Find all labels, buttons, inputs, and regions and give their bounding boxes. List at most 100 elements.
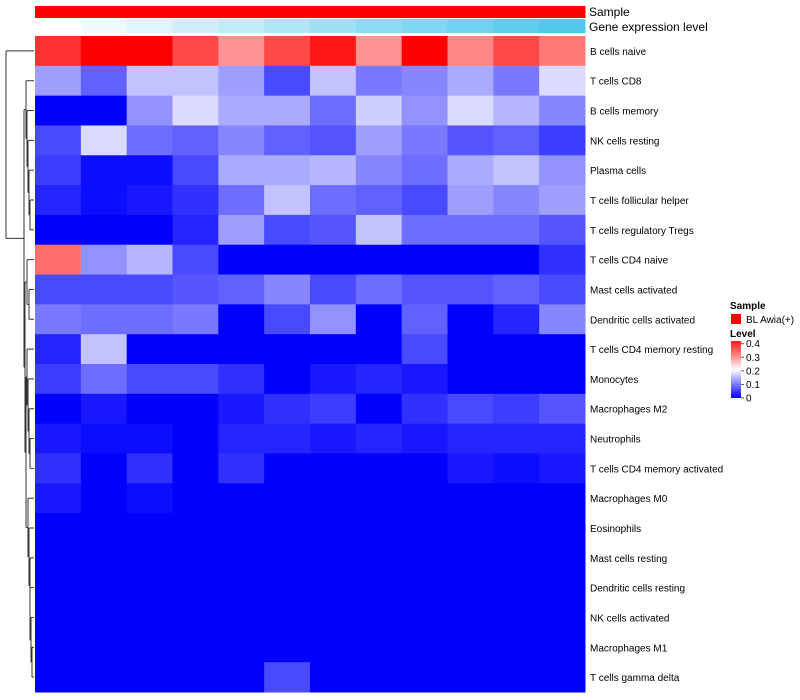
row-label: Dendritic cells resting bbox=[590, 584, 685, 595]
heatmap-cell bbox=[218, 513, 265, 544]
heatmap-cell bbox=[447, 453, 494, 484]
heatmap-cell bbox=[264, 423, 311, 454]
heatmap-cell bbox=[126, 662, 173, 693]
heatmap-cell bbox=[218, 364, 265, 395]
heatmap-cell bbox=[401, 244, 448, 276]
gene-expression-annotation-cell bbox=[355, 19, 403, 33]
heatmap-cell bbox=[447, 393, 494, 425]
heatmap-cell bbox=[401, 483, 448, 514]
gene-expression-annotation-cell bbox=[172, 19, 219, 33]
heatmap-cell bbox=[80, 632, 128, 663]
heatmap-cell bbox=[80, 364, 128, 395]
heatmap-cell bbox=[264, 602, 311, 633]
heatmap-cell bbox=[126, 36, 173, 67]
heatmap-cell bbox=[493, 125, 540, 156]
gene-expression-annotation-cell bbox=[80, 19, 128, 33]
heatmap-cell bbox=[35, 572, 82, 604]
heatmap-cell bbox=[80, 602, 128, 633]
row-labels: B cells naive T cells CD8 B cells memory NK… bbox=[590, 47, 723, 684]
heatmap-cell bbox=[310, 125, 357, 156]
heatmap-cell bbox=[35, 334, 82, 365]
row-label: T cells regulatory Tregs bbox=[590, 226, 694, 237]
row-label: NK cells activated bbox=[590, 613, 669, 624]
heatmap-cell bbox=[447, 125, 494, 156]
heatmap-cell bbox=[172, 95, 219, 126]
heatmap-cell bbox=[218, 602, 265, 633]
heatmap-cell bbox=[447, 185, 494, 216]
row-label: Mast cells activated bbox=[590, 285, 677, 296]
heatmap-cell bbox=[355, 155, 403, 186]
annotation-track-label: Sample bbox=[589, 5, 630, 19]
heatmap-cell bbox=[264, 244, 311, 276]
heatmap-cell bbox=[493, 155, 540, 186]
heatmap-cell bbox=[447, 244, 494, 276]
heatmap-cell bbox=[355, 632, 403, 663]
row-label: T cells gamma delta bbox=[590, 673, 680, 684]
heatmap-cell bbox=[355, 304, 403, 335]
heatmap-cell bbox=[355, 185, 403, 216]
heatmap-cell bbox=[493, 572, 540, 604]
gene-expression-annotation-cell bbox=[218, 19, 265, 33]
heatmap-cell bbox=[35, 453, 82, 484]
heatmap-cell bbox=[447, 155, 494, 186]
heatmap-cell bbox=[218, 95, 265, 126]
heatmap-cell bbox=[493, 214, 540, 246]
heatmap-cell bbox=[264, 513, 311, 544]
heatmap-cell bbox=[218, 36, 265, 67]
heatmap-cell bbox=[310, 155, 357, 186]
heatmap-cell bbox=[447, 304, 494, 335]
heatmap-cell bbox=[447, 274, 494, 305]
heatmap-cell bbox=[126, 95, 173, 126]
sample-annotation-cell bbox=[493, 6, 540, 18]
row-label: T cells CD4 naive bbox=[590, 256, 669, 267]
row-label: B cells naive bbox=[590, 47, 647, 58]
heatmap-cell bbox=[172, 36, 219, 67]
heatmap-cell bbox=[264, 393, 311, 425]
heatmap-cell bbox=[401, 423, 448, 454]
heatmap-cell bbox=[126, 214, 173, 246]
heatmap-cell bbox=[218, 572, 265, 604]
heatmap-cell bbox=[310, 185, 357, 216]
heatmap-cell bbox=[35, 185, 82, 216]
heatmap-cell bbox=[218, 542, 265, 574]
heatmap-cell bbox=[218, 632, 265, 663]
heatmap-cell bbox=[447, 364, 494, 395]
legend: Sample BL Awia(+) Level 0 0.1 0.2 0.3 0.4 bbox=[730, 301, 794, 405]
legend-tick-label: 0.1 bbox=[746, 380, 760, 391]
legend-sample-entry: BL Awia(+) bbox=[746, 315, 794, 326]
heatmap-cell bbox=[172, 453, 219, 484]
legend-level-colorbar bbox=[731, 341, 741, 398]
sample-annotation-cell bbox=[401, 6, 448, 18]
heatmap-cell bbox=[493, 274, 540, 305]
heatmap-cell bbox=[80, 244, 128, 276]
heatmap-cell bbox=[35, 602, 82, 633]
legend-tick-label: 0.2 bbox=[746, 366, 760, 377]
heatmap-cell bbox=[401, 632, 448, 663]
heatmap-cell bbox=[355, 662, 403, 693]
heatmap-cell bbox=[80, 95, 128, 126]
heatmap-cell bbox=[80, 483, 128, 514]
heatmap-cell bbox=[35, 662, 82, 693]
heatmap-cell bbox=[539, 274, 586, 305]
sample-annotation-cell bbox=[35, 6, 82, 18]
heatmap-cell bbox=[126, 274, 173, 305]
row-label: T cells CD4 memory activated bbox=[590, 464, 723, 475]
heatmap-cell bbox=[172, 393, 219, 425]
heatmap-cell bbox=[80, 423, 128, 454]
legend-level-ticks: 0 0.1 0.2 0.3 0.4 bbox=[741, 339, 760, 405]
heatmap-cell bbox=[493, 95, 540, 126]
heatmap-cell bbox=[80, 542, 128, 574]
heatmap-cell bbox=[401, 125, 448, 156]
heatmap-cell bbox=[310, 662, 357, 693]
heatmap-cell bbox=[264, 274, 311, 305]
row-label: Monocytes bbox=[590, 375, 638, 386]
heatmap-cell bbox=[80, 155, 128, 186]
heatmap-cell bbox=[310, 572, 357, 604]
heatmap-cell bbox=[310, 393, 357, 425]
heatmap-cell bbox=[80, 393, 128, 425]
heatmap-cell bbox=[539, 304, 586, 335]
heatmap-cell bbox=[264, 214, 311, 246]
heatmap-cell bbox=[355, 244, 403, 276]
row-label: NK cells resting bbox=[590, 136, 659, 147]
heatmap-cell bbox=[218, 65, 265, 97]
